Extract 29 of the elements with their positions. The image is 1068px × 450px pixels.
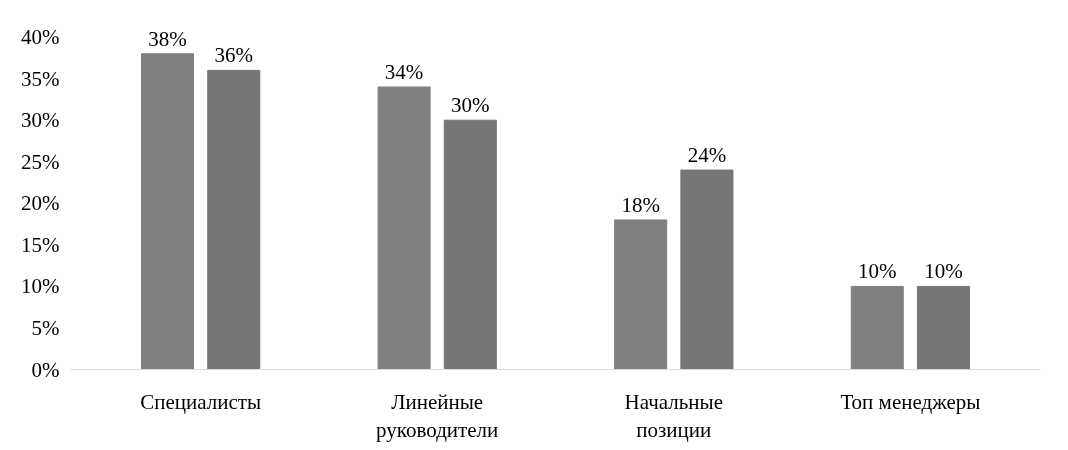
text: 34%: [384, 59, 424, 84]
x-tick-label: Топ менеджеры: [840, 389, 981, 414]
text: 30%: [451, 93, 490, 118]
y-tick-label: 5%: [31, 315, 60, 340]
bar: [614, 219, 668, 370]
text: 36%: [214, 43, 253, 68]
y-tick-label: 25%: [21, 149, 60, 174]
bar: [916, 285, 971, 370]
bar: [680, 169, 734, 370]
bar: [850, 285, 904, 370]
text: 10%: [858, 259, 897, 284]
y-tick-label: 0%: [31, 357, 60, 382]
y-tick-label: 40%: [21, 25, 60, 50]
text: 18%: [621, 192, 660, 217]
y-tick-label: 35%: [21, 66, 60, 91]
y-tick-label: 10%: [21, 274, 60, 299]
bar: [377, 86, 431, 370]
x-tick-label: Специалисты: [140, 389, 262, 414]
bar: [140, 53, 195, 370]
bar: [207, 69, 261, 370]
x-tick-label: Начальные позиции: [624, 389, 724, 443]
text: 24%: [687, 143, 727, 168]
text: 38%: [148, 26, 187, 51]
bar: [443, 119, 497, 370]
x-tick-label: Линейные руководители: [376, 389, 499, 443]
y-tick-label: 15%: [21, 232, 60, 257]
text: 10%: [924, 259, 963, 284]
y-tick-label: 30%: [21, 108, 60, 133]
y-tick-label: 20%: [21, 191, 60, 216]
